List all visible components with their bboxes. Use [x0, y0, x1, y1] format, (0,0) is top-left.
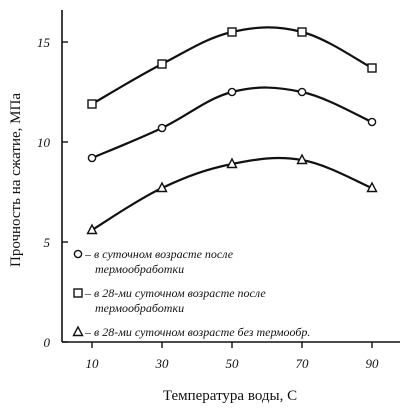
y-tick-label: 0	[44, 335, 51, 350]
legend-marker-circle	[73, 249, 83, 259]
series-line-circle	[91, 86, 373, 160]
y-tick-label: 10	[37, 135, 51, 150]
series-line-triangle	[91, 156, 373, 231]
curves	[91, 26, 373, 231]
y-tick-label: 15	[37, 35, 51, 50]
data-point-triangle	[156, 181, 168, 193]
data-point-square	[157, 59, 167, 69]
axes	[61, 10, 400, 343]
legend-label: – в суточном возрасте после	[84, 247, 234, 261]
data-point-circle	[227, 87, 237, 97]
x-tick-label: 70	[296, 356, 310, 371]
x-tick-label: 30	[155, 356, 170, 371]
legend-marker-triangle	[72, 325, 84, 337]
data-point-square	[297, 27, 307, 37]
legend-label: термообработки	[95, 301, 184, 315]
y-tick-label: 5	[44, 235, 51, 250]
legend: – в суточном возрасте послетермообработк…	[72, 247, 310, 339]
data-point-circle	[87, 153, 97, 163]
ticks: 10 30 50 70 90 0 5 10 15	[37, 35, 379, 371]
legend-label: – в 28-ми суточном возрасте после	[84, 286, 266, 300]
data-point-circle	[297, 87, 307, 97]
y-axis-title: Прочность на сжатие, МПа	[8, 93, 24, 267]
markers	[86, 27, 378, 235]
x-tick-label: 50	[226, 356, 240, 371]
data-point-square	[227, 27, 237, 37]
x-axis-title: Температура воды, С	[163, 388, 297, 404]
legend-label: термообработки	[95, 262, 184, 276]
data-point-circle	[157, 123, 167, 133]
data-point-triangle	[366, 181, 378, 193]
legend-label: – в 28-ми суточном возрасте без термообр…	[84, 325, 310, 339]
x-tick-label: 90	[366, 356, 380, 371]
data-point-triangle	[226, 157, 238, 169]
data-point-circle	[367, 117, 377, 127]
data-point-square	[367, 63, 377, 73]
data-point-triangle	[86, 223, 98, 235]
x-tick-label: 10	[86, 356, 100, 371]
data-point-square	[87, 99, 97, 109]
data-point-triangle	[296, 153, 308, 165]
legend-marker-square	[73, 288, 83, 298]
